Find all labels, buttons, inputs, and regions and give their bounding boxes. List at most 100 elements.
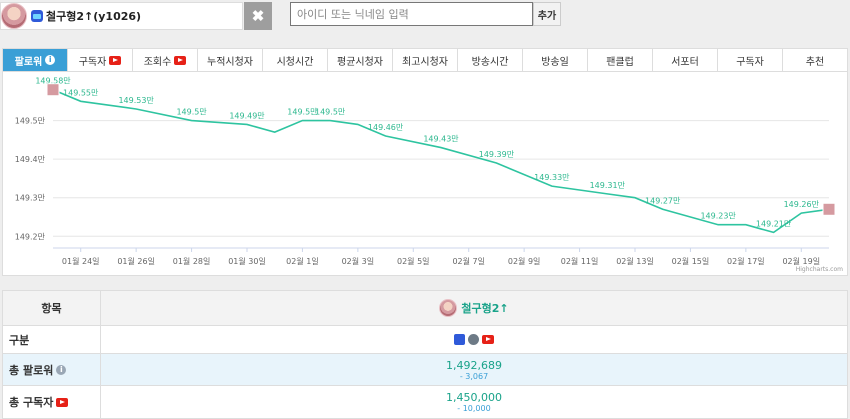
tab-label: 추천 <box>805 56 825 68</box>
x-tick-label: 02월 15일 <box>672 256 710 266</box>
tab-peak-viewers[interactable]: 최고시청자 <box>393 49 458 71</box>
tab-recommendations[interactable]: 추천 <box>783 49 847 71</box>
afreeca-platform-icon <box>31 10 43 22</box>
youtube-icon <box>482 335 494 344</box>
data-label: 149.26만 <box>784 200 820 209</box>
data-label: 149.5만 <box>315 108 346 117</box>
data-label: 149.5만 <box>176 108 207 117</box>
x-tick-label: 02월 19일 <box>782 256 820 266</box>
streamer-avatar <box>1 3 27 29</box>
data-label: 149.31만 <box>590 181 626 190</box>
x-tick-label: 02월 5일 <box>397 256 430 266</box>
data-label: 149.27만 <box>645 196 681 205</box>
table-header-row: 항목 철구형2↑ <box>3 291 847 326</box>
series-line <box>52 88 830 234</box>
end-marker-avatar <box>822 202 836 216</box>
afreeca-icon <box>454 334 465 345</box>
tab-fanclub[interactable]: 팬클럽 <box>588 49 653 71</box>
platform-icons <box>454 334 494 345</box>
x-tick-label: 01월 24일 <box>62 256 100 266</box>
comparison-table: 항목 철구형2↑ 구분 총 팔로워 i 1,492,689 - 3,067 총 구… <box>2 290 848 419</box>
tab-broadcast-days[interactable]: 방송일 <box>523 49 588 71</box>
x-tick-label: 02월 9일 <box>508 256 541 266</box>
follower-chart-panel: 149.2만 149.3만 149.4만 149.5만 01월 24일 01월 26일 01… <box>2 72 848 276</box>
data-label: 149.39만 <box>479 150 515 159</box>
tab-label: 팬클럽 <box>606 56 634 68</box>
total-subscribers-change: - 10,000 <box>457 404 491 413</box>
x-tick-label: 02월 11일 <box>561 256 599 266</box>
tab-label: 서포터 <box>671 56 699 68</box>
streamer-search-input[interactable] <box>290 2 533 26</box>
x-tick-label: 02월 3일 <box>342 256 375 266</box>
tab-label: 평균시청자 <box>337 56 383 68</box>
data-label: 149.5만 <box>287 108 318 117</box>
add-streamer-button[interactable]: 추가 <box>533 2 561 26</box>
tab-label: 팔로워 <box>14 56 43 68</box>
x-tick-label: 01월 28일 <box>173 256 211 266</box>
youtube-icon <box>56 397 69 407</box>
start-marker-avatar <box>46 83 60 97</box>
x-tick-label: 02월 13일 <box>616 256 654 266</box>
table-row-platform: 구분 <box>3 326 847 354</box>
tab-label: 방송일 <box>541 56 569 68</box>
streamer-badge-icon <box>468 334 479 345</box>
table-streamer-name: 철구형2↑ <box>461 302 509 315</box>
data-label: 149.21만 <box>756 219 792 228</box>
total-followers-change: - 3,067 <box>459 371 489 381</box>
tab-subscribers-youtube[interactable]: 구독자 <box>68 49 133 71</box>
tab-subscribers[interactable]: 구독자 <box>718 49 783 71</box>
selected-streamer-name: 철구형2↑(y1026) <box>46 10 142 23</box>
metric-tabs: 팔로워 i 구독자 조회수 누적시청자 시청시간 평균시청자 최고시청자 방송시간… <box>2 48 848 72</box>
tab-average-viewers[interactable]: 평균시청자 <box>328 49 393 71</box>
y-tick-label: 149.4만 <box>15 155 46 164</box>
tab-label: 최고시청자 <box>402 56 448 68</box>
table-row-total-followers: 총 팔로워 i 1,492,689 - 3,067 <box>3 354 847 386</box>
x-tick-label: 01월 26일 <box>117 256 155 266</box>
chart-credits: Highcharts.com <box>795 266 843 273</box>
table-header-label: 항목 <box>3 291 101 325</box>
data-label: 149.58만 <box>35 77 71 86</box>
data-label: 149.23만 <box>700 212 736 221</box>
tab-views-youtube[interactable]: 조회수 <box>133 49 198 71</box>
x-tick-label: 02월 1일 <box>286 256 319 266</box>
remove-streamer-button[interactable]: ✖ <box>244 2 272 30</box>
table-row-total-subscribers: 총 구독자 1,450,000 - 10,000 <box>3 386 847 418</box>
streamer-avatar <box>439 299 458 317</box>
tab-label: 방송시간 <box>471 56 509 68</box>
tab-label: 구독자 <box>78 56 107 68</box>
tab-followers[interactable]: 팔로워 i <box>3 49 68 71</box>
row-label: 구분 <box>3 326 101 353</box>
youtube-icon <box>174 55 187 65</box>
data-label: 149.53만 <box>118 96 154 105</box>
tab-cumulative-viewers[interactable]: 누적시청자 <box>198 49 263 71</box>
data-label: 149.33만 <box>534 173 570 182</box>
tab-broadcast-time[interactable]: 방송시간 <box>458 49 523 71</box>
data-label: 149.43만 <box>423 135 459 144</box>
x-tick-label: 02월 7일 <box>452 256 485 266</box>
row-label: 총 구독자 <box>9 396 54 409</box>
y-tick-label: 149.3만 <box>15 194 46 203</box>
info-icon: i <box>56 364 67 375</box>
total-followers-value: 1,492,689 <box>446 358 502 372</box>
info-icon: i <box>45 55 56 65</box>
row-label: 총 팔로워 <box>9 363 54 377</box>
tab-watch-time[interactable]: 시청시간 <box>263 49 328 71</box>
y-tick-label: 149.2만 <box>15 232 46 241</box>
tab-label: 누적시청자 <box>207 56 253 68</box>
selected-streamer-chip[interactable]: 철구형2↑(y1026) <box>0 2 243 30</box>
table-streamer-header[interactable]: 철구형2↑ <box>439 299 509 317</box>
tab-label: 시청시간 <box>276 56 314 68</box>
data-label: 149.49만 <box>229 111 265 120</box>
y-tick-label: 149.5만 <box>15 117 46 126</box>
data-label: 149.55만 <box>63 88 99 97</box>
data-label: 149.46만 <box>368 123 404 132</box>
tab-label: 구독자 <box>736 56 764 68</box>
total-subscribers-value: 1,450,000 <box>446 391 502 404</box>
youtube-icon <box>109 55 122 65</box>
tab-label: 조회수 <box>143 56 172 68</box>
x-tick-label: 01월 30일 <box>228 256 266 266</box>
top-bar: 철구형2↑(y1026) ✖ 추가 <box>0 0 850 44</box>
follower-line-chart: 149.2만 149.3만 149.4만 149.5만 01월 24일 01월 26일 01… <box>15 77 836 266</box>
tab-supporters[interactable]: 서포터 <box>653 49 718 71</box>
x-tick-label: 02월 17일 <box>727 256 765 266</box>
